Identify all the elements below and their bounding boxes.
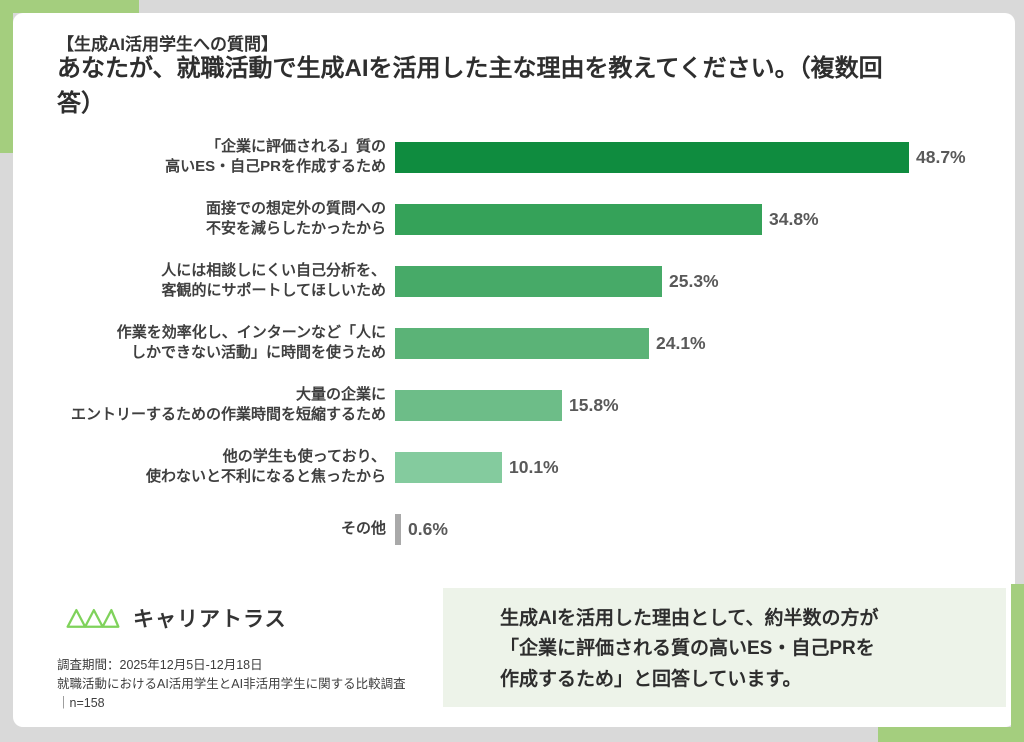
chart-row: 人には相談しにくい自己分析を、 客観的にサポートしてほしいため 25.3% bbox=[50, 250, 995, 312]
summary-callout: 生成AIを活用した理由として、約半数の方が 「企業に評価される質の高いES・自己… bbox=[443, 588, 1006, 707]
chart-row: 作業を効率化し、インターンなど「人に しかできない活動」に時間を使うため 24.… bbox=[50, 312, 995, 374]
bar-value-label: 25.3% bbox=[669, 270, 719, 291]
bar-category-label: 作業を効率化し、インターンなど「人に しかできない活動」に時間を使うため bbox=[116, 323, 386, 361]
bar-category-label: その他 bbox=[340, 519, 386, 537]
bar-category-label: 大量の企業に エントリーするための作業時間を短縮するため bbox=[70, 385, 386, 423]
chart-row: その他 0.6% bbox=[50, 498, 995, 560]
chart-row: 他の学生も使っており、 使わないと不利になると焦ったから 10.1% bbox=[50, 436, 995, 498]
bar bbox=[395, 327, 649, 359]
accent-bar-bottom-right-horizontal bbox=[878, 727, 1024, 742]
chart-row: 「企業に評価される」質の 高いES・自己PRを作成するため 48.7% bbox=[50, 126, 995, 188]
brand-logo: キャリアトラス bbox=[64, 603, 287, 633]
bar-value-label: 48.7% bbox=[916, 146, 966, 167]
bar-value-label: 0.6% bbox=[408, 518, 448, 539]
bar-category-label: 面接での想定外の質問への 不安を減らしたかったから bbox=[205, 199, 386, 237]
bar bbox=[395, 389, 562, 421]
bar-category-label: 「企業に評価される」質の 高いES・自己PRを作成するため bbox=[165, 137, 386, 175]
bar-value-label: 10.1% bbox=[509, 456, 559, 477]
bar bbox=[395, 141, 909, 173]
bar-value-label: 34.8% bbox=[769, 208, 819, 229]
survey-footnote: 調査期間：2025年12月5日-12月18日 就職活動におけるAI活用学生とAI… bbox=[57, 658, 406, 710]
bar bbox=[395, 451, 502, 483]
accent-bar-top-left-horizontal bbox=[0, 0, 139, 13]
page-title: あなたが、就職活動で生成AIを活用した主な理由を教えてください。（複数回答） bbox=[57, 55, 883, 117]
bar-category-label: 他の学生も使っており、 使わないと不利になると焦ったから bbox=[145, 447, 386, 485]
bar-chart: 「企業に評価される」質の 高いES・自己PRを作成するため 48.7% 面接での… bbox=[50, 126, 995, 560]
chart-row: 面接での想定外の質問への 不安を減らしたかったから 34.8% bbox=[50, 188, 995, 250]
bar bbox=[395, 203, 762, 235]
bar bbox=[395, 513, 401, 545]
bar-value-label: 15.8% bbox=[569, 394, 619, 415]
accent-bar-top-left-vertical bbox=[0, 0, 13, 153]
bar bbox=[395, 265, 662, 297]
question-tag: 【生成AI活用学生への質問】 bbox=[57, 35, 278, 54]
accent-bar-bottom-right-vertical bbox=[1011, 584, 1024, 742]
bar-value-label: 24.1% bbox=[656, 332, 706, 353]
bar-category-label: 人には相談しにくい自己分析を、 客観的にサポートしてほしいため bbox=[161, 261, 386, 299]
chart-row: 大量の企業に エントリーするための作業時間を短縮するため 15.8% bbox=[50, 374, 995, 436]
truss-zigzag-icon bbox=[66, 608, 120, 628]
brand-logo-text: キャリアトラス bbox=[133, 608, 287, 631]
